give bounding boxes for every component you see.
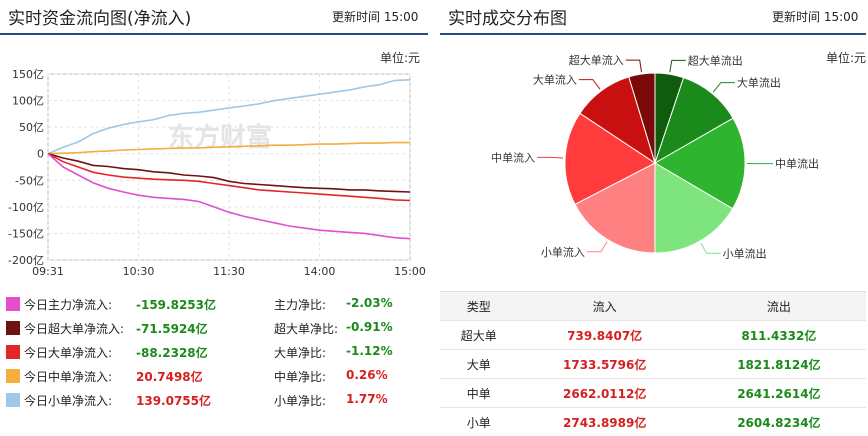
- right-update-value: 15:00: [824, 10, 859, 24]
- right-update-time: 更新时间 15:00: [772, 8, 858, 25]
- left-update-time: 更新时间 15:00: [332, 8, 418, 25]
- left-update-label: 更新时间: [332, 10, 380, 24]
- row-in: 739.8407亿: [518, 321, 692, 350]
- legend-label: 今日大单净流入:: [24, 344, 112, 361]
- row-out: 811.4332亿: [692, 321, 866, 350]
- legend-label: 今日小单净流入:: [24, 392, 112, 409]
- y-tick-label: 50亿: [19, 121, 44, 134]
- legend-label: 今日超大单净流入:: [24, 320, 124, 337]
- x-tick-label: 15:00: [394, 265, 426, 278]
- legend-ratio-value: 0.26%: [346, 368, 388, 382]
- row-in: 2662.0112亿: [518, 379, 692, 408]
- pie-label-leader: [587, 242, 607, 252]
- left-panel-title: 实时资金流向图(净流入): [8, 4, 191, 29]
- pie-slice-label: 大单流出: [737, 76, 781, 90]
- table-row: 中单 2662.0112亿 2641.2614亿: [440, 379, 866, 408]
- row-type: 大单: [440, 350, 518, 379]
- y-tick-label: 150亿: [12, 68, 44, 81]
- legend-value: -88.2328亿: [136, 344, 208, 361]
- legend-swatch: [6, 345, 20, 359]
- pie-slice-label: 小单流入: [541, 245, 585, 259]
- legend-ratio-value: -2.03%: [346, 296, 393, 310]
- table-row: 小单 2743.8989亿 2604.8234亿: [440, 408, 866, 436]
- legend-value: -71.5924亿: [136, 320, 208, 337]
- row-type: 超大单: [440, 321, 518, 350]
- row-type: 中单: [440, 379, 518, 408]
- flow-table-header: 类型 流入 流出: [440, 292, 866, 321]
- x-tick-label: 11:30: [213, 265, 245, 278]
- pie-label-leader: [579, 80, 600, 90]
- legend-ratio-label: 小单净比:: [274, 392, 326, 409]
- legend-ratio-value: -1.12%: [346, 344, 393, 358]
- x-tick-label: 14:00: [304, 265, 336, 278]
- pie-slice-label: 大单流入: [533, 73, 577, 87]
- pie-label-leader: [701, 243, 721, 253]
- legend-value: -159.8253亿: [136, 296, 216, 313]
- col-header-type: 类型: [440, 292, 518, 321]
- legend-row: 今日小单净流入: 139.0755亿 小单净比: 1.77%: [0, 388, 430, 412]
- y-tick-label: -50亿: [15, 174, 44, 187]
- legend-row: 今日中单净流入: 20.7498亿 中单净比: 0.26%: [0, 364, 430, 388]
- table-row: 超大单 739.8407亿 811.4332亿: [440, 321, 866, 350]
- legend-label: 今日中单净流入:: [24, 368, 112, 385]
- pie-slice-label: 超大单流出: [688, 53, 743, 67]
- right-panel-title: 实时成交分布图: [448, 4, 567, 29]
- legend-ratio-label: 中单净比:: [274, 368, 326, 385]
- y-tick-label: -100亿: [8, 201, 44, 214]
- left-title-rule: [0, 33, 428, 35]
- left-update-value: 15:00: [384, 10, 419, 24]
- legend-ratio-label: 大单净比:: [274, 344, 326, 361]
- flow-table: 类型 流入 流出 超大单 739.8407亿 811.4332亿 大单 1733…: [440, 291, 866, 436]
- legend-value: 139.0755亿: [136, 392, 211, 409]
- legend-row: 今日大单净流入: -88.2328亿 大单净比: -1.12%: [0, 340, 430, 364]
- table-row: 大单 1733.5796亿 1821.8124亿: [440, 350, 866, 379]
- x-tick-label: 10:30: [123, 265, 155, 278]
- pie-label-leader: [713, 83, 735, 92]
- row-out: 2604.8234亿: [692, 408, 866, 436]
- right-title-rule: [440, 33, 866, 35]
- row-in: 2743.8989亿: [518, 408, 692, 436]
- legend-swatch: [6, 369, 20, 383]
- y-tick-label: -150亿: [8, 227, 44, 240]
- pie-slice-label: 中单流出: [775, 157, 819, 171]
- legend-value: 20.7498亿: [136, 368, 203, 385]
- legend-ratio-label: 超大单净比:: [274, 320, 338, 337]
- legend-swatch: [6, 297, 20, 311]
- row-out: 2641.2614亿: [692, 379, 866, 408]
- x-tick-label: 09:31: [32, 265, 64, 278]
- legend-ratio-value: -0.91%: [346, 320, 393, 334]
- legend-ratio-label: 主力净比:: [274, 296, 326, 313]
- col-header-in: 流入: [518, 292, 692, 321]
- legend-swatch: [6, 321, 20, 335]
- legend-swatch: [6, 393, 20, 407]
- y-tick-label: 100亿: [12, 95, 44, 108]
- pie-label-leader: [626, 60, 642, 72]
- pie-slice-label: 中单流入: [491, 150, 535, 164]
- pie-label-leader: [670, 60, 686, 72]
- col-header-out: 流出: [692, 292, 866, 321]
- pie-label-leader: [537, 157, 563, 158]
- row-type: 小单: [440, 408, 518, 436]
- right-update-label: 更新时间: [772, 10, 820, 24]
- pie-slice-label: 小单流出: [723, 246, 767, 260]
- row-out: 1821.8124亿: [692, 350, 866, 379]
- y-tick-label: 0: [37, 148, 44, 161]
- legend-ratio-value: 1.77%: [346, 392, 388, 406]
- legend-row: 今日主力净流入: -159.8253亿 主力净比: -2.03%: [0, 292, 430, 316]
- pie-slice-label: 超大单流入: [569, 53, 624, 67]
- legend-row: 今日超大单净流入: -71.5924亿 超大单净比: -0.91%: [0, 316, 430, 340]
- legend-label: 今日主力净流入:: [24, 296, 112, 313]
- row-in: 1733.5796亿: [518, 350, 692, 379]
